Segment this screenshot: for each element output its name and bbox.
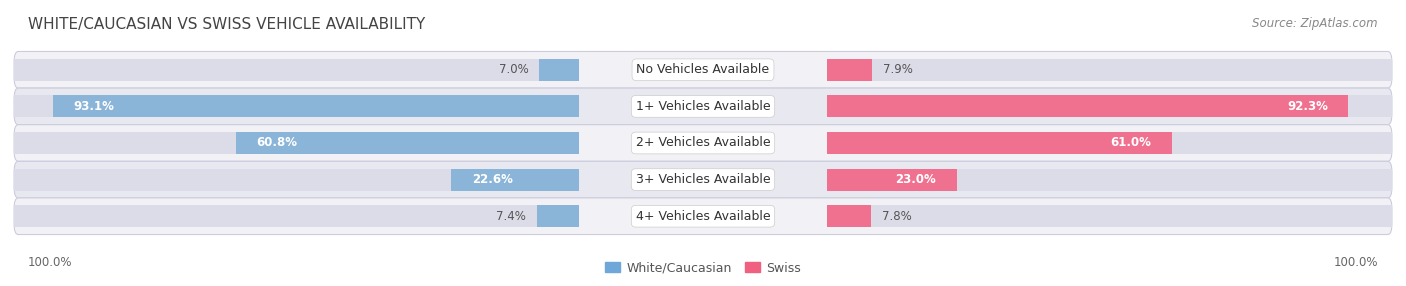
- Text: WHITE/CAUCASIAN VS SWISS VEHICLE AVAILABILITY: WHITE/CAUCASIAN VS SWISS VEHICLE AVAILAB…: [28, 17, 426, 32]
- Bar: [540, 59, 579, 81]
- Text: 7.8%: 7.8%: [882, 210, 912, 223]
- Text: 2+ Vehicles Available: 2+ Vehicles Available: [636, 136, 770, 150]
- Bar: [451, 169, 579, 190]
- FancyBboxPatch shape: [14, 88, 1392, 125]
- Text: 92.3%: 92.3%: [1286, 100, 1327, 113]
- Text: 7.0%: 7.0%: [499, 63, 529, 76]
- Bar: [827, 96, 1392, 117]
- Bar: [236, 132, 579, 154]
- Text: 23.0%: 23.0%: [896, 173, 936, 186]
- Bar: [827, 59, 1392, 81]
- Text: 7.4%: 7.4%: [496, 210, 526, 223]
- Bar: [827, 205, 872, 227]
- Legend: White/Caucasian, Swiss: White/Caucasian, Swiss: [600, 257, 806, 279]
- Bar: [827, 169, 957, 190]
- Bar: [537, 205, 579, 227]
- Bar: [14, 59, 579, 81]
- Text: 100.0%: 100.0%: [28, 256, 73, 269]
- Text: 4+ Vehicles Available: 4+ Vehicles Available: [636, 210, 770, 223]
- Bar: [827, 96, 1348, 117]
- Text: 1+ Vehicles Available: 1+ Vehicles Available: [636, 100, 770, 113]
- FancyBboxPatch shape: [14, 51, 1392, 88]
- Text: 60.8%: 60.8%: [256, 136, 297, 150]
- FancyBboxPatch shape: [14, 125, 1392, 161]
- Bar: [14, 132, 579, 154]
- Text: No Vehicles Available: No Vehicles Available: [637, 63, 769, 76]
- Bar: [14, 205, 579, 227]
- Bar: [53, 96, 579, 117]
- Bar: [827, 59, 872, 81]
- Bar: [827, 132, 1392, 154]
- Text: 61.0%: 61.0%: [1111, 136, 1152, 150]
- Bar: [827, 169, 1392, 190]
- Bar: [14, 96, 579, 117]
- Text: 93.1%: 93.1%: [73, 100, 114, 113]
- Text: Source: ZipAtlas.com: Source: ZipAtlas.com: [1253, 17, 1378, 30]
- Bar: [14, 169, 579, 190]
- Text: 22.6%: 22.6%: [472, 173, 513, 186]
- Bar: [827, 132, 1171, 154]
- Text: 7.9%: 7.9%: [883, 63, 912, 76]
- Text: 100.0%: 100.0%: [1333, 256, 1378, 269]
- FancyBboxPatch shape: [14, 198, 1392, 235]
- Bar: [827, 205, 1392, 227]
- FancyBboxPatch shape: [14, 161, 1392, 198]
- Text: 3+ Vehicles Available: 3+ Vehicles Available: [636, 173, 770, 186]
